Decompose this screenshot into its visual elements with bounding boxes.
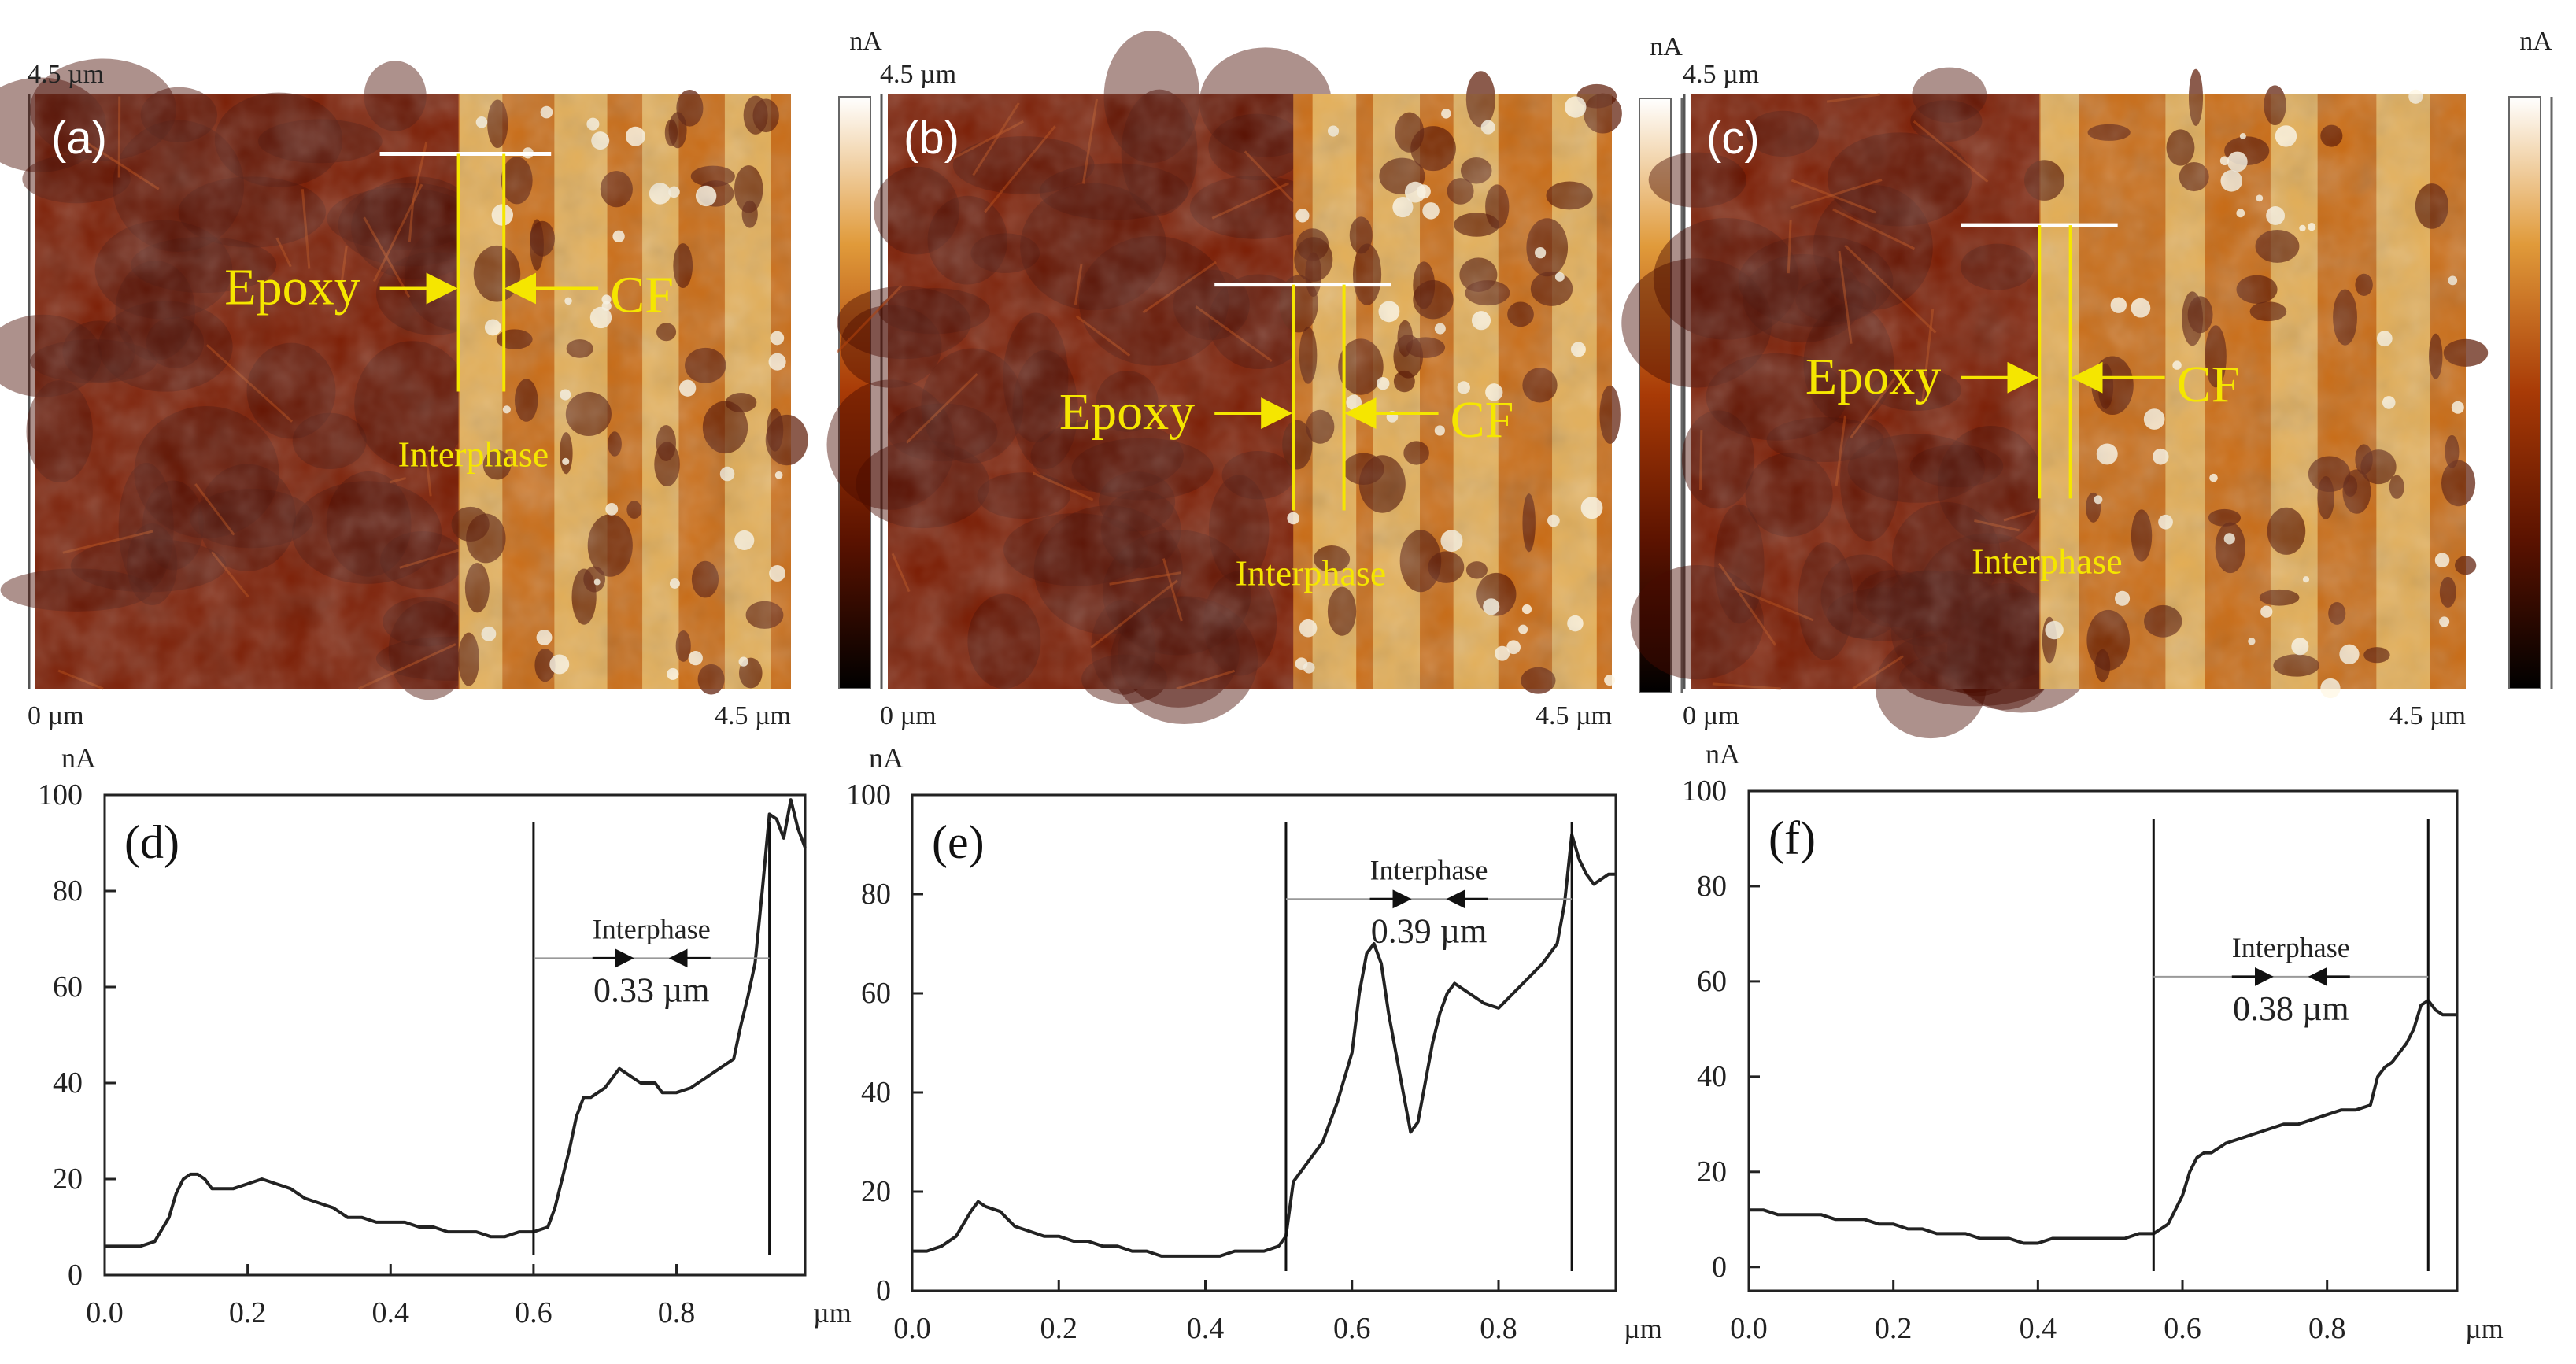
current-profile-line	[1749, 999, 2457, 1245]
map-axis-origin-label: 0 µm	[1683, 701, 1739, 730]
x-tick-label: 0.8	[1480, 1312, 1517, 1345]
panel-label: (e)	[932, 816, 985, 868]
x-tick-label: 0.6	[2164, 1312, 2201, 1345]
interphase-label: Interphase	[1370, 854, 1488, 885]
y-tick-label: 100	[38, 778, 83, 811]
noise-overlay	[888, 94, 1612, 689]
map-axis-top-label: 4.5 µm	[28, 60, 104, 89]
plot-frame	[911, 793, 1617, 1292]
map-axis-top-label: 4.5 µm	[880, 60, 956, 89]
y-tick-label: 80	[53, 874, 83, 907]
x-tick-label: 0.4	[2020, 1312, 2057, 1345]
y-tick-label: 80	[1697, 870, 1727, 903]
map-axis-top-label: 4.5 µm	[1683, 60, 1759, 89]
panel-label: (f)	[1768, 812, 1816, 864]
line-profiles-row: (d) nA µm 0 20 40 60 80 100 0.0 0.2 0.4 0.6 0.8 Interp…	[38, 738, 2504, 1345]
x-tick-label: 0.8	[2308, 1312, 2346, 1345]
interphase-label: Interphase	[1972, 541, 2123, 581]
line-profile-chart: (e) nA µm 0 20 40 60 80 100 0.0 0.2 0.4 0.6 0.8 Interp…	[846, 742, 1662, 1345]
interphase-label: Interphase	[398, 434, 549, 475]
x-tick-label: 0.6	[515, 1296, 553, 1329]
x-tick-label: 0.0	[1730, 1312, 1768, 1345]
line-profile-chart: (d) nA µm 0 20 40 60 80 100 0.0 0.2 0.4 0.6 0.8 Interp…	[38, 742, 852, 1329]
panel-label: (d)	[124, 816, 179, 868]
y-axis-unit-label: nA	[1706, 738, 1740, 770]
colorbar-unit-label: nA	[849, 27, 882, 56]
interphase-width-label: 0.38 µm	[2233, 989, 2349, 1028]
interphase-width-label: 0.39 µm	[1371, 911, 1488, 950]
noise-overlay	[35, 94, 791, 689]
afm-map-panel: (b) 4.5 µm 0 µm 4.5 µm nA Epoxy CF Interphase	[826, 31, 1683, 730]
interphase-label: Interphase	[593, 913, 711, 944]
y-tick-label: 40	[53, 1066, 83, 1100]
epoxy-label: Epoxy	[224, 259, 360, 316]
y-tick-label: 20	[861, 1175, 891, 1208]
y-tick-label: 0	[68, 1259, 83, 1292]
panel-label: (a)	[51, 113, 107, 164]
colorbar-unit-label: nA	[1650, 32, 1683, 61]
y-tick-label: 100	[846, 778, 891, 811]
cf-label: CF	[610, 267, 674, 324]
y-axis-unit-label: nA	[869, 742, 904, 774]
colorbar	[2508, 96, 2541, 689]
x-tick-label: 0.0	[893, 1312, 931, 1345]
x-tick-label: 0.4	[372, 1296, 410, 1329]
y-tick-label: 100	[1682, 774, 1727, 808]
x-tick-label: 0.2	[1040, 1312, 1078, 1345]
colorbar	[838, 96, 871, 689]
y-tick-label: 60	[53, 970, 83, 1004]
current-profile-line	[105, 798, 807, 1248]
map-axis-origin-label: 0 µm	[880, 701, 937, 730]
y-tick-label: 0	[1712, 1251, 1727, 1284]
interphase-label: Interphase	[1236, 553, 1387, 593]
map-axis-right-label: 4.5 µm	[715, 701, 791, 730]
plot-frame	[1747, 789, 2459, 1292]
y-tick-label: 40	[861, 1076, 891, 1109]
y-tick-label: 20	[1697, 1155, 1727, 1188]
map-axis-origin-label: 0 µm	[28, 701, 84, 730]
panel-label: (b)	[904, 113, 959, 164]
interphase-width-label: 0.33 µm	[593, 970, 710, 1009]
x-axis-unit-label: µm	[813, 1297, 852, 1329]
current-profile-line	[912, 833, 1616, 1258]
y-axis-unit-label: nA	[61, 742, 96, 774]
x-axis-unit-label: µm	[2465, 1313, 2504, 1344]
cf-label: CF	[2177, 356, 2241, 413]
y-tick-label: 20	[53, 1163, 83, 1196]
x-tick-label: 0.2	[229, 1296, 267, 1329]
epoxy-label: Epoxy	[1805, 348, 1941, 405]
colorbar	[1639, 98, 1672, 693]
y-tick-label: 0	[876, 1274, 891, 1307]
x-tick-label: 0.6	[1333, 1312, 1371, 1345]
x-axis-unit-label: µm	[1624, 1313, 1662, 1344]
plot-frame	[103, 793, 807, 1277]
interphase-label: Interphase	[2232, 932, 2350, 963]
line-profile-chart: (f) nA µm 0 20 40 60 80 100 0.0 0.2 0.4 0.6 0.8 Interp…	[1682, 738, 2504, 1345]
y-tick-label: 80	[861, 878, 891, 911]
y-tick-label: 40	[1697, 1060, 1727, 1093]
map-axis-right-label: 4.5 µm	[2389, 701, 2466, 730]
y-tick-label: 60	[1697, 965, 1727, 998]
cf-label: CF	[1451, 391, 1514, 449]
colorbar-unit-label: nA	[2519, 27, 2552, 56]
afm-map-panel: (a) 4.5 µm 0 µm 4.5 µm nA Epoxy CF Interphase	[0, 27, 883, 730]
epoxy-label: Epoxy	[1059, 383, 1195, 441]
x-tick-label: 0.8	[658, 1296, 696, 1329]
x-tick-label: 0.4	[1187, 1312, 1225, 1345]
y-tick-label: 60	[861, 977, 891, 1010]
x-tick-label: 0.2	[1875, 1312, 1913, 1345]
x-tick-label: 0.0	[86, 1296, 124, 1329]
map-axis-right-label: 4.5 µm	[1536, 701, 1612, 730]
panel-label: (c)	[1706, 113, 1760, 164]
